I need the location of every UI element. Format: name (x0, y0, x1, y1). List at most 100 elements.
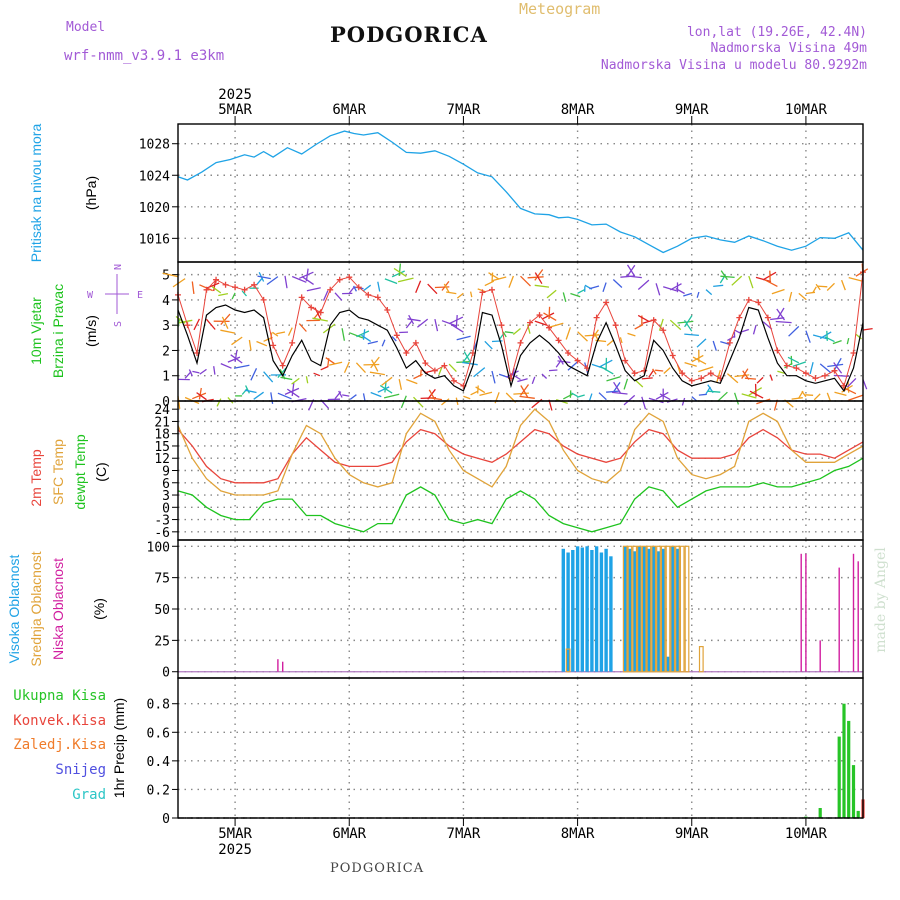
wind-arrow (445, 291, 457, 295)
wind-arrow (833, 357, 842, 371)
panel-frame (177, 400, 864, 541)
wind-arrow (534, 284, 550, 288)
gust-marker (764, 314, 771, 321)
wind-arrow (531, 376, 536, 385)
wind-arrow (299, 271, 314, 279)
wind-arrow (520, 385, 529, 398)
cloud-bar-mid (646, 545, 652, 673)
wind-arrow (658, 318, 664, 331)
wind-arrow (792, 361, 807, 367)
wind-arrow (805, 330, 811, 343)
wind-arrow (713, 284, 724, 288)
gust-marker (317, 309, 324, 316)
wind-arrow (720, 270, 728, 281)
wind-arrow (415, 280, 422, 294)
gust-marker (546, 324, 553, 331)
wind-ylabel-1: 10m Vjetar (28, 297, 44, 365)
gust-marker (365, 291, 372, 298)
wind-arrow (862, 327, 873, 331)
wind-arrow (846, 337, 850, 345)
wind-arrow (245, 385, 250, 394)
gust-marker (488, 286, 495, 293)
wind-arrow (712, 340, 717, 351)
wind-arrow (313, 372, 321, 377)
watermark: made by Angel (873, 547, 889, 653)
wind-arrow (362, 284, 372, 292)
y-tick-label: 6 (162, 477, 170, 492)
cloud-bar-mid (675, 545, 680, 673)
cloud-bar-high (666, 656, 670, 672)
wind-arrow (477, 385, 479, 394)
y-tick-label: 25 (154, 634, 170, 649)
wind-arrow (221, 316, 229, 329)
wind-arrow (370, 391, 382, 398)
wind-arrow (681, 397, 686, 406)
wind-arrow (391, 270, 405, 278)
gust-marker (241, 286, 248, 293)
panel-frame (177, 123, 864, 263)
precip-bar-ukupna-kisa (804, 816, 808, 818)
gust-marker (213, 276, 220, 283)
wind-arrow (341, 328, 346, 341)
wind-arrow (684, 333, 699, 337)
wind-arrow (641, 396, 647, 410)
wind-arrow (663, 367, 671, 374)
temp-line-dewpt-temp (177, 457, 864, 533)
cloud-bar-mid (679, 545, 685, 673)
gust-marker (593, 314, 600, 321)
wind-arrow (734, 374, 750, 378)
wind-arrow (456, 335, 471, 341)
page-title: PODGORICA (330, 22, 488, 47)
gust-marker (298, 294, 305, 301)
gust-marker (622, 357, 629, 364)
cloud-bar-low (805, 553, 807, 672)
wind-arrow (588, 393, 593, 402)
cloud-unit: (%) (91, 598, 107, 620)
wind-arrow (234, 350, 238, 362)
wind-arrow (577, 331, 588, 342)
precip-bar-ukupna-kisa (842, 703, 846, 818)
wind-arrow (488, 272, 500, 280)
wind-arrow (456, 292, 464, 299)
cloud-bar-high (599, 552, 604, 672)
y-tick-label: -6 (154, 526, 170, 541)
wind-arrow (434, 286, 450, 289)
wind-arrow (527, 276, 544, 279)
wind-arrow (188, 369, 193, 377)
wind-arrow (717, 391, 728, 402)
y-tick-label: 4 (162, 294, 170, 309)
wind-arrow (353, 285, 357, 292)
y-tick-label: 9 (162, 465, 170, 480)
wind-arrow (438, 366, 443, 375)
wind-arrow (557, 360, 571, 364)
precip-bar-ukupna-kisa (837, 736, 841, 818)
gust-marker (336, 276, 343, 283)
wind-arrow (491, 370, 496, 384)
gust-marker (698, 375, 705, 382)
x-tick-label-bottom: 9MAR (675, 826, 709, 842)
y-tick-label: 1020 (139, 201, 170, 216)
wind-arrow (379, 384, 393, 394)
wind-arrow (512, 328, 521, 335)
wind-arrow (213, 280, 217, 292)
gust-marker (650, 317, 657, 324)
wind-arrow (600, 366, 614, 375)
wind-arrow (338, 390, 343, 398)
wind-arrow (448, 316, 464, 325)
wind-arrow (534, 272, 543, 285)
cloud-bar-mid (641, 545, 647, 673)
cloud-bar-low (819, 640, 821, 672)
wind-arrow (320, 365, 329, 371)
wind-arrow (463, 351, 472, 363)
wind-arrow (248, 339, 252, 351)
cloud-bar-high (628, 548, 632, 672)
wind-arrow (178, 319, 193, 324)
cloud-bar-high (623, 546, 627, 672)
wind-arrow (834, 391, 847, 397)
gust-marker (327, 286, 334, 293)
cloud-bar-high (647, 548, 651, 672)
wind-arrow (227, 356, 241, 363)
cloud-bar-low (857, 561, 859, 672)
wind-arrow (213, 366, 216, 375)
wind-ylabel-2: Brzina i Pravac (50, 284, 66, 378)
